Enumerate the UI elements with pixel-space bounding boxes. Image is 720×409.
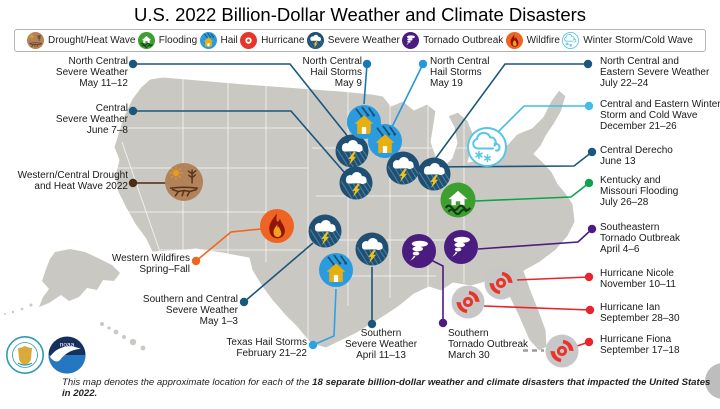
southern-central-severe-weather-dot [239, 297, 249, 307]
kentucky-missouri-flooding-leader-line [474, 182, 590, 202]
north-central-hail-storms-may19-dot [418, 59, 428, 69]
western-wildfires-dot [191, 256, 201, 266]
flooding-icon [440, 182, 476, 218]
alaska-landmass [39, 249, 120, 307]
north-central-severe-weather-dot [128, 59, 138, 69]
footer-logos: noaa [6, 336, 86, 374]
us-department-of-commerce-seal [6, 336, 44, 374]
legend-item-drought: Drought/Heat Wave [27, 32, 135, 49]
central-derecho-leader-line [418, 151, 593, 168]
tornado-icon [444, 230, 478, 264]
legend-item-hurricane-leg: Hurricane [240, 32, 304, 49]
hurricane-nicole-dot [584, 272, 594, 282]
hawaii-islands [100, 322, 146, 351]
central-severe-weather-leader-line [133, 110, 345, 173]
hail-icon [319, 253, 353, 287]
corner-circle [705, 363, 720, 399]
texas-hail-storms-leader-line [312, 288, 337, 346]
caption-normal: This map denotes the approximate locatio… [62, 377, 310, 388]
central-severe-weather-dot [128, 106, 138, 116]
central-eastern-winter-storm-dot [584, 101, 594, 111]
wildfire-icon [260, 209, 294, 243]
western-central-drought-heat-wave-dot [128, 178, 138, 188]
legend-item-severe: Severe Weather [307, 32, 400, 49]
legend-item-label: Hail [220, 35, 238, 46]
north-central-severe-weather-leader-line [133, 63, 350, 139]
legend-item-label: Winter Storm/Cold Wave [583, 35, 693, 46]
legend-bar: Drought/Heat Wave Flooding Hail Hurricane Se… [14, 29, 706, 52]
hurricane-icon [545, 334, 579, 368]
hurricane-ian-dot [585, 305, 595, 315]
southern-tornado-outbreak-leader-line [430, 259, 444, 323]
legend-item-label: Hurricane [261, 35, 305, 46]
legend-item-fire: Wildfire [506, 32, 560, 49]
legend-item-winter: Winter Storm/Cold Wave [562, 32, 693, 49]
aleutian-islands [4, 303, 33, 315]
north-central-eastern-severe-weather-leader-line [435, 63, 588, 159]
central-derecho-dot [587, 147, 597, 157]
hurricane-icon [484, 266, 518, 300]
drought-icon [165, 163, 203, 201]
legend-item-label: Wildfire [526, 35, 560, 46]
conus-landmass [113, 76, 576, 352]
legend-item-flood: Flooding [138, 32, 197, 49]
north-central-hail-storms-may9-dot [362, 59, 372, 69]
legend-item-label: Severe Weather [327, 35, 400, 46]
noaa-logo: noaa [48, 336, 86, 374]
southern-tornado-outbreak-dot [438, 318, 448, 328]
north-central-hail-storms-may9-leader-line [363, 63, 368, 105]
hurricane-icon [451, 285, 485, 319]
legend-item-hail: Hail [200, 32, 238, 49]
southern-severe-weather-dot [367, 319, 377, 329]
southern-central-severe-weather-leader-line [243, 242, 314, 303]
legend-item-label: Flooding [158, 35, 198, 46]
caption-bold: 18 separate billion-dollar weather and c… [62, 377, 711, 399]
page-title: U.S. 2022 Billion-Dollar Weather and Cli… [133, 4, 587, 25]
southeastern-tornado-outbreak-leader-line [477, 228, 593, 250]
noaa-logo-text: noaa [60, 342, 75, 349]
hurricane-fiona-dot [584, 337, 594, 347]
legend-item-tornado: Tornado Outbreak [402, 32, 503, 49]
map-caption: This map denotes the approximate locatio… [62, 377, 712, 399]
legend-item-label: Drought/Heat Wave [48, 35, 136, 46]
hurricane-nicole-leader-line [515, 276, 590, 281]
north-central-hail-storms-may19-leader-line [391, 63, 424, 128]
hurricane-ian-leader-line [483, 305, 591, 311]
central-eastern-winter-storm-leader-line [498, 105, 589, 132]
winter-storm-icon [467, 127, 507, 167]
north-central-eastern-severe-weather-dot [583, 59, 593, 69]
western-wildfires-leader-line [195, 228, 262, 262]
texas-hail-storms-dot [308, 340, 318, 350]
legend-item-label: Tornado Outbreak [423, 35, 504, 46]
southeastern-tornado-outbreak-dot [587, 224, 597, 234]
tornado-icon [402, 234, 436, 268]
kentucky-missouri-flooding-dot [584, 178, 594, 188]
